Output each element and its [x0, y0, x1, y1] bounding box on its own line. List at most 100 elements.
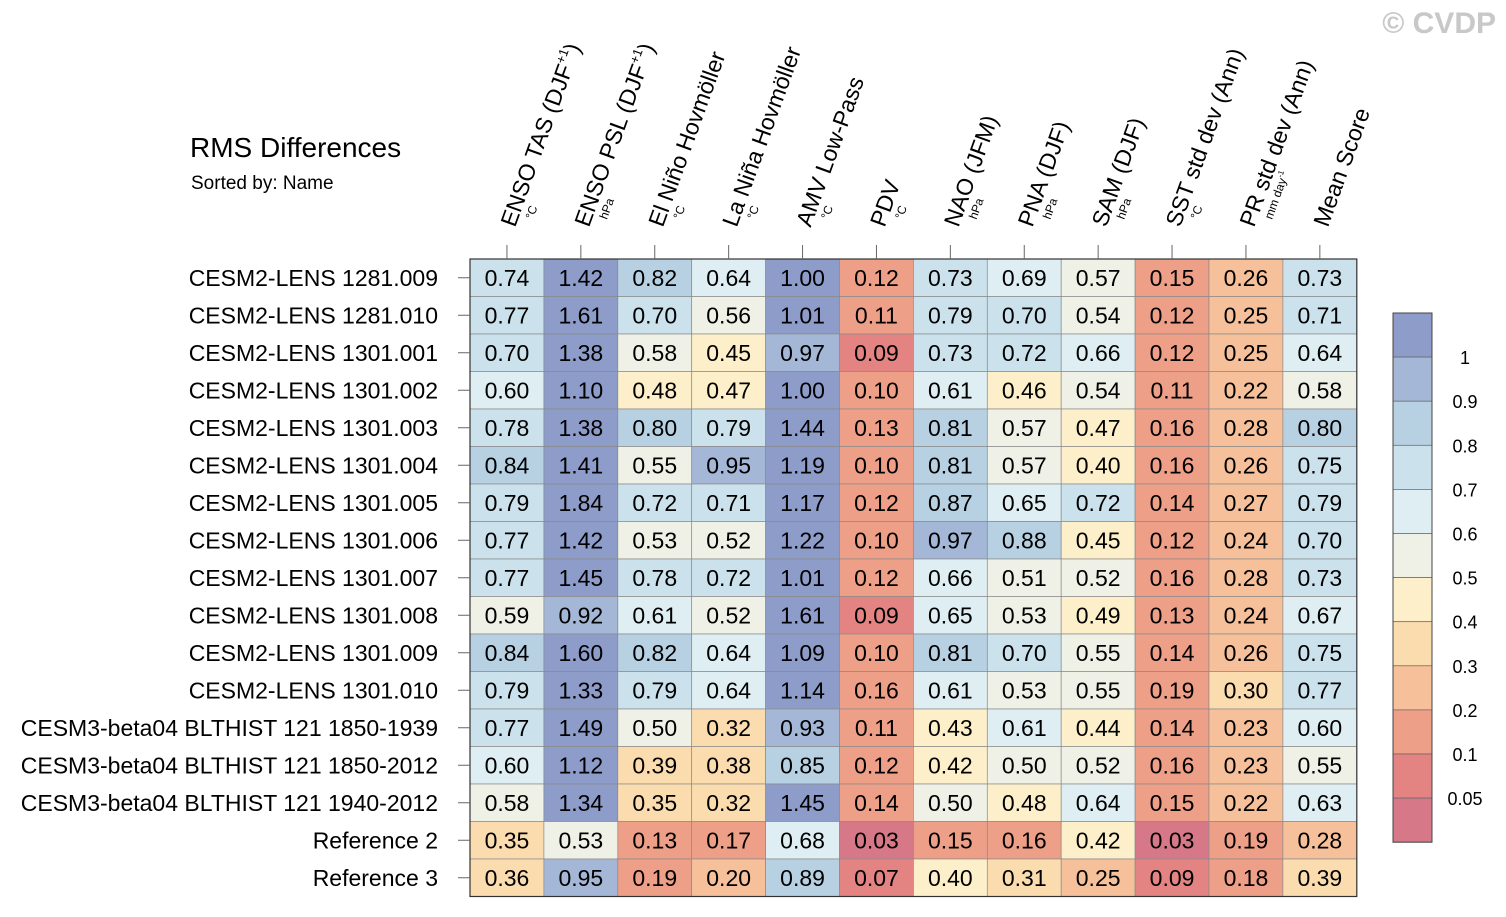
- cell-value-label: 1.84: [558, 490, 603, 516]
- cell-value-label: 0.28: [1297, 827, 1342, 853]
- heatmap-cell: [913, 408, 988, 447]
- cell-value-label: 1.49: [558, 715, 603, 741]
- column-unit-label: °C: [744, 203, 762, 221]
- heatmap-cell: [617, 483, 693, 522]
- cell-value-label: 0.71: [706, 490, 751, 516]
- cell-value-label: 0.50: [632, 715, 677, 741]
- heatmap-cell: [913, 296, 988, 335]
- heatmap-cell: [1208, 596, 1284, 635]
- cell-value-label: 1.38: [558, 340, 603, 366]
- cell-value-label: 0.70: [1002, 302, 1047, 328]
- cell-value-label: 0.64: [706, 677, 751, 703]
- heatmap-cell: [1134, 858, 1210, 897]
- heatmap-cell: [543, 671, 619, 710]
- chart-subtitle: Sorted by: Name: [191, 173, 334, 194]
- heatmap-cell: [765, 746, 840, 785]
- cell-value-label: 0.54: [1076, 377, 1121, 403]
- cell-value-label: 0.74: [485, 265, 530, 291]
- heatmap-cell: [1282, 821, 1358, 860]
- heatmap-cell: [469, 333, 545, 372]
- cell-value-label: 0.72: [1002, 340, 1047, 366]
- cell-value-label: 0.73: [928, 340, 973, 366]
- heatmap-cell: [691, 596, 766, 635]
- cell-value-label: 0.10: [854, 640, 899, 666]
- heatmap-cell: [1060, 558, 1136, 597]
- colorbar-swatch: [1392, 797, 1433, 843]
- cell-value-label: 0.61: [928, 677, 973, 703]
- cell-value-label: 0.46: [1002, 377, 1047, 403]
- heatmap-cell: [1208, 371, 1284, 410]
- cell-value-label: 0.52: [706, 602, 751, 628]
- heatmap-cell: [913, 821, 988, 860]
- heatmap-cell: [691, 446, 766, 485]
- heatmap-cell: [765, 783, 840, 822]
- cell-value-label: 0.44: [1076, 715, 1121, 741]
- cell-value-label: 0.60: [485, 752, 530, 778]
- cell-value-label: 0.72: [706, 565, 751, 591]
- heatmap-cell: [1208, 821, 1284, 860]
- heatmap-cell: [839, 483, 914, 522]
- cell-value-label: 0.35: [485, 827, 530, 853]
- cell-value-label: 1.60: [558, 640, 603, 666]
- heatmap-cell: [617, 821, 693, 860]
- colorbar-tick-label: 1: [1460, 348, 1470, 368]
- heatmap-cell: [617, 633, 693, 672]
- cell-value-label: 0.43: [928, 715, 973, 741]
- cell-value-label: 0.10: [854, 527, 899, 553]
- heatmap-cell: [543, 296, 619, 335]
- cell-value-label: 0.88: [1002, 527, 1047, 553]
- cell-value-label: 0.12: [854, 565, 899, 591]
- colorbar-tick-label: 0.2: [1452, 701, 1477, 721]
- heatmap-cell: [1134, 783, 1210, 822]
- column-unit-label: hPa: [1040, 196, 1061, 221]
- cell-value-label: 0.18: [1224, 865, 1269, 891]
- cell-value-label: 0.39: [632, 752, 677, 778]
- heatmap-cell: [469, 821, 545, 860]
- heatmap-cell: [543, 258, 619, 297]
- row-label: CESM2-LENS 1301.005: [189, 490, 438, 516]
- cell-value-label: 0.09: [854, 340, 899, 366]
- cell-value-label: 0.92: [558, 602, 603, 628]
- heatmap-cell: [1208, 633, 1284, 672]
- cell-value-label: 0.60: [485, 377, 530, 403]
- cell-value-label: 0.64: [1076, 790, 1121, 816]
- cell-value-label: 0.14: [1150, 715, 1195, 741]
- cell-value-label: 0.84: [485, 452, 530, 478]
- cell-value-label: 0.16: [854, 677, 899, 703]
- colorbar-tick-label: 0.3: [1452, 657, 1477, 677]
- cell-value-label: 0.89: [780, 865, 825, 891]
- cell-value-label: 0.79: [928, 302, 973, 328]
- heatmap-cell: [1208, 408, 1284, 447]
- cell-value-label: 0.59: [485, 602, 530, 628]
- heatmap-cell: [469, 633, 545, 672]
- heatmap-cell: [691, 858, 766, 897]
- heatmap-cell: [839, 746, 914, 785]
- heatmap-cell: [691, 333, 766, 372]
- heatmap-cell: [691, 483, 766, 522]
- cell-value-label: 0.15: [1150, 790, 1195, 816]
- heatmap-cell: [913, 596, 988, 635]
- heatmap-cell: [1208, 333, 1284, 372]
- heatmap-cell: [765, 296, 840, 335]
- cell-value-label: 1.44: [780, 415, 825, 441]
- heatmap-cell: [839, 258, 914, 297]
- heatmap-cell: [986, 821, 1062, 860]
- cell-value-label: 0.55: [1297, 752, 1342, 778]
- colorbar: 1 0.9 0.8 0.7 0.6 0.5 0.4 0.3 0.2 0.1 0.05: [1392, 312, 1483, 843]
- colorbar-tick-label: 0.4: [1452, 613, 1477, 633]
- cell-value-label: 1.01: [780, 302, 825, 328]
- cell-value-label: 0.12: [854, 265, 899, 291]
- heatmap-cell: [469, 858, 545, 897]
- heatmap-cell: [1282, 633, 1358, 672]
- cell-value-label: 0.39: [1297, 865, 1342, 891]
- cell-value-label: 0.57: [1002, 415, 1047, 441]
- heatmap-cell: [1060, 483, 1136, 522]
- cell-value-label: 0.47: [1076, 415, 1121, 441]
- heatmap-cell: [839, 408, 914, 447]
- cell-value-label: 0.77: [485, 527, 530, 553]
- cell-value-label: 0.25: [1224, 340, 1269, 366]
- heatmap-cell: [543, 558, 619, 597]
- cell-value-label: 0.15: [928, 827, 973, 853]
- heatmap-cell: [691, 708, 766, 747]
- cell-value-label: 0.32: [706, 715, 751, 741]
